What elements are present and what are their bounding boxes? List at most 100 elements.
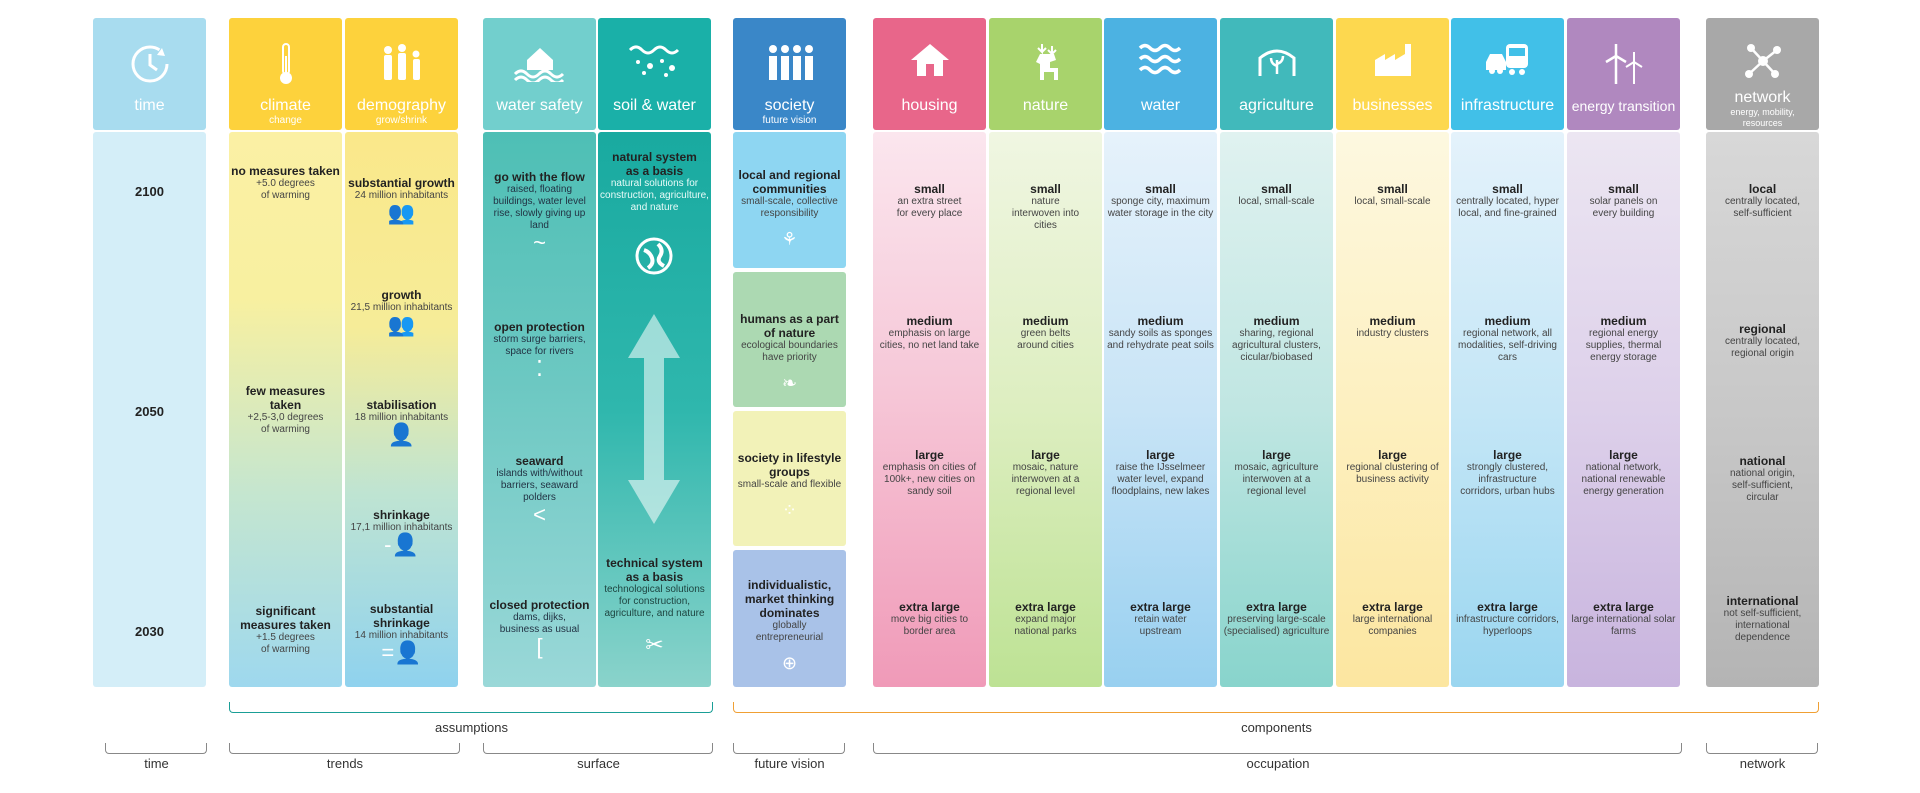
businesses-column: businesses small local, small-scale mediu…: [1336, 18, 1449, 687]
energy-header: energy transition: [1567, 18, 1680, 130]
network-column: network energy, mobility, resources loca…: [1706, 18, 1819, 687]
soil-layers-icon: [628, 45, 679, 77]
network-header: network energy, mobility, resources: [1706, 18, 1819, 130]
water-safety-header: water safety: [483, 18, 596, 130]
climate-subtitle: change: [269, 115, 302, 126]
agriculture-large: large mosaic, agriculture interwoven at a…: [1234, 448, 1319, 497]
housing-extra-large: extra large move big cities to border are…: [890, 600, 969, 637]
network-local: local centrally located, self-sufficient: [1724, 182, 1801, 219]
agriculture-small: small local, small-scale: [1238, 182, 1315, 207]
water-column: water small sponge city, maximum water st…: [1104, 18, 1217, 687]
surface-label: surface: [577, 756, 620, 771]
businesses-medium: medium industry clusters: [1356, 314, 1429, 339]
network-body: local centrally located, self-sufficient …: [1706, 132, 1819, 687]
water-safety-item: closed protection dams, dijks, business a…: [483, 598, 596, 658]
occupation-brace: [873, 743, 1682, 754]
waves-icon: [1138, 43, 1181, 75]
agriculture-column: agriculture small local, small-scale medi…: [1220, 18, 1333, 687]
soil-water-body: natural system as a basis natural solutio…: [598, 132, 711, 687]
water-small: small sponge city, maximum water storage …: [1107, 182, 1214, 219]
society-local-block: local and regional communities small-scal…: [733, 132, 846, 268]
clock-icon: [131, 45, 168, 83]
businesses-header: businesses: [1336, 18, 1449, 130]
society-lifestyle-block: society in lifestyle groups small-scale a…: [733, 411, 846, 546]
energy-extra-large: extra large large international solar far…: [1571, 600, 1676, 637]
demography-item: stabilisation 18 million inhabitants 👤: [345, 398, 458, 446]
factory-icon: [1374, 44, 1411, 76]
network-international: international not self-sufficient, intern…: [1723, 594, 1802, 643]
time-body: 2100 2050 2030: [93, 132, 206, 687]
energy-large: large national network, national renewabl…: [1581, 448, 1666, 497]
time-title: time: [134, 97, 165, 114]
time-brace: [105, 743, 207, 754]
agriculture-body: small local, small-scale medium sharing, r…: [1220, 132, 1333, 687]
energy-small: small solar panels on every building: [1589, 182, 1658, 219]
water-extra-large: extra large retain water upstream: [1130, 600, 1191, 637]
groups-icon: ⁘: [781, 500, 798, 520]
person-minus-icon: -👤: [384, 532, 419, 557]
water-safety-item: open protection storm surge barriers, spa…: [483, 320, 596, 380]
climate-item: significant measures taken +1.5 degrees o…: [240, 604, 331, 655]
climate-item: few measures taken +2,5-3,0 degrees of wa…: [245, 384, 326, 435]
nature-small: small nature interwoven into cities: [1011, 182, 1080, 231]
double-arrow-icon: [628, 314, 680, 524]
agriculture-title: agriculture: [1239, 97, 1314, 114]
globe-icon: ⊕: [781, 653, 798, 673]
society-nature-block: humans as a part of nature ecological bou…: [733, 272, 846, 407]
vehicles-icon: [1485, 44, 1528, 75]
water-safety-item: go with the flow raised, floating buildin…: [483, 170, 596, 254]
infrastructure-title: infrastructure: [1460, 97, 1555, 114]
network-brace: [1706, 743, 1818, 754]
surface-brace: [483, 743, 713, 754]
agriculture-extra-large: extra large preserving large-scale (speci…: [1223, 600, 1330, 637]
greenhouse-icon: [1258, 49, 1295, 76]
agriculture-medium: medium sharing, regional agricultural clu…: [1232, 314, 1321, 363]
water-medium: medium sandy soils as sponges and rehydra…: [1107, 314, 1214, 351]
tools-icon: ✂: [645, 632, 664, 657]
wave-icon: ~: [533, 230, 546, 255]
community-icon: ⚘: [781, 229, 798, 249]
nature-header: nature: [989, 18, 1102, 130]
globe-icon: [635, 237, 673, 275]
soil-water-item: natural system as a basis natural solutio…: [600, 150, 709, 213]
components-brace: [733, 702, 1819, 713]
housing-header: housing: [873, 18, 986, 130]
businesses-body: small local, small-scale medium industry c…: [1336, 132, 1449, 687]
person-minus-icon: =👤: [381, 640, 422, 665]
time-brace-label: time: [144, 756, 169, 771]
climate-item: no measures taken +5.0 degrees of warming: [231, 164, 340, 201]
network-icon: [1744, 44, 1781, 78]
agriculture-header: agriculture: [1220, 18, 1333, 130]
infrastructure-large: large strongly clustered, infrastructure …: [1460, 448, 1555, 497]
energy-body: small solar panels on every building medi…: [1567, 132, 1680, 687]
demography-item: substantial shrinkage 14 million inhabita…: [345, 602, 458, 664]
housing-column: housing small an extra street for every p…: [873, 18, 986, 687]
housing-medium: medium emphasis on large cities, no net l…: [879, 314, 980, 351]
society-subtitle: future vision: [762, 115, 817, 126]
leaf-icon: ❧: [781, 373, 798, 393]
nature-large: large mosaic, nature interwoven at a regi…: [1011, 448, 1080, 497]
assumptions-brace: [229, 702, 713, 713]
businesses-small: small local, small-scale: [1354, 182, 1431, 207]
time-column: time 2100 2050 2030: [93, 18, 206, 687]
time-header: time: [93, 18, 206, 130]
components-label: components: [1241, 720, 1312, 735]
person-icon: 👤: [387, 422, 416, 447]
energy-column: energy transition small solar panels on e…: [1567, 18, 1680, 687]
climate-column: climate change no measures taken +5.0 deg…: [229, 18, 342, 687]
nature-medium: medium green belts around cities: [1017, 314, 1074, 351]
network-title: network: [1734, 89, 1791, 106]
demography-item: growth 21,5 million inhabitants 👥: [345, 288, 458, 336]
nature-extra-large: extra large expand major national parks: [1014, 600, 1077, 637]
infrastructure-column: infrastructure small centrally located, h…: [1451, 18, 1564, 687]
people-group-icon: [768, 45, 813, 80]
deer-icon: [1035, 44, 1058, 80]
demography-item: shrinkage 17,1 million inhabitants -👤: [345, 508, 458, 556]
society-column: society future vision local and regional…: [733, 18, 846, 687]
water-safety-title: water safety: [496, 97, 583, 114]
house-wave-icon: [513, 48, 564, 82]
infrastructure-extra-large: extra large infrastructure corridors, hyp…: [1456, 600, 1559, 637]
society-market-block: individualistic, market thinking dominat…: [733, 550, 846, 687]
water-header: water: [1104, 18, 1217, 130]
house-icon: [910, 44, 949, 76]
